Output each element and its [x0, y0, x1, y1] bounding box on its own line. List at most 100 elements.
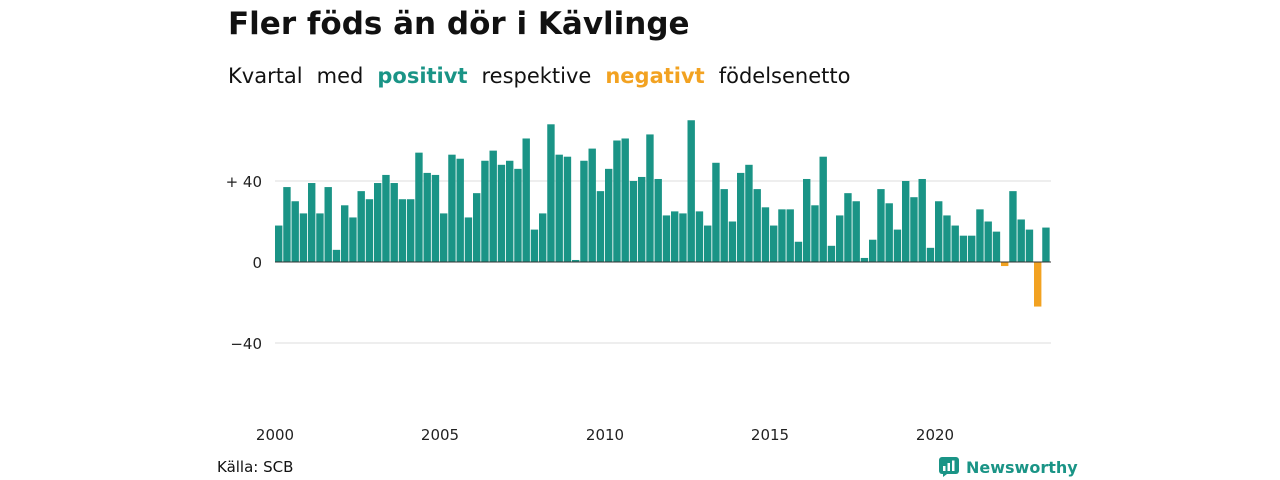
bar [308, 183, 316, 262]
bar [852, 201, 860, 262]
bar [398, 199, 407, 262]
subtitle-positive-label: positivt [377, 64, 468, 88]
bar [572, 259, 580, 262]
bar [1034, 262, 1042, 307]
bar [365, 199, 374, 262]
bar [440, 213, 448, 262]
newsworthy-logo-icon [939, 457, 959, 477]
bar [423, 172, 431, 262]
bar [390, 183, 398, 262]
bar [869, 239, 877, 262]
y-tick-label: 0 [252, 254, 262, 272]
x-tick-label: 2020 [916, 426, 954, 444]
bar [332, 249, 341, 262]
bar [539, 213, 547, 262]
bar [770, 225, 778, 262]
bar [893, 229, 902, 262]
bar [902, 181, 910, 262]
bar [349, 217, 357, 262]
bar [836, 215, 844, 262]
bar [431, 174, 440, 263]
bar [1009, 191, 1017, 263]
bar [506, 160, 514, 262]
bar [687, 120, 695, 262]
x-tick-label: 2010 [586, 426, 624, 444]
bar [704, 225, 712, 262]
subtitle-text-2: med [316, 64, 364, 88]
bar [341, 205, 349, 262]
bar [778, 209, 786, 262]
bar [951, 225, 959, 262]
bar [712, 162, 720, 262]
bar [324, 187, 332, 262]
bar [374, 183, 382, 262]
bar [464, 217, 473, 262]
bar [522, 138, 530, 262]
subtitle-text-1: Kvartal [228, 64, 303, 88]
subtitle-text-4: födelsenetto [718, 64, 851, 88]
bar [382, 174, 390, 263]
bar [646, 134, 654, 262]
chart-title: Fler föds än dör i Kävlinge [228, 6, 690, 42]
bar [588, 148, 596, 262]
bar [844, 193, 852, 262]
chart-subtitle: Kvartal med positivt respektive negativt föde… [228, 64, 864, 88]
axes: + 40 0 −40 2000 2005 2010 2015 2020 [226, 173, 1051, 444]
bar [811, 205, 819, 262]
bar [827, 245, 836, 262]
bar [662, 215, 671, 262]
bar [357, 191, 365, 263]
bar [596, 191, 605, 263]
bar [497, 164, 506, 262]
bar [679, 213, 687, 262]
bar [555, 154, 563, 262]
bar [547, 124, 555, 262]
bar [968, 235, 976, 262]
bar [803, 178, 811, 262]
x-tick-label: 2015 [751, 426, 789, 444]
bar [580, 160, 588, 262]
bar [291, 201, 299, 262]
bar [976, 209, 984, 262]
bar [1042, 227, 1050, 262]
bar [1025, 229, 1034, 262]
bar [530, 229, 539, 262]
brand-logo: Newsworthy [938, 456, 1078, 478]
bar [1001, 262, 1009, 267]
bar [638, 176, 646, 262]
bar [481, 160, 489, 262]
source-note: Källa: SCB [217, 458, 294, 476]
bar [299, 213, 308, 262]
bar [563, 156, 572, 262]
bar [720, 189, 728, 262]
x-tick-label: 2000 [256, 426, 294, 444]
bar [489, 150, 497, 263]
bar [984, 221, 992, 262]
bar [407, 199, 415, 262]
bar [621, 138, 629, 262]
bar [1017, 219, 1025, 262]
bar [629, 181, 638, 262]
bar [671, 211, 679, 263]
bar [473, 193, 481, 262]
bar [448, 154, 456, 262]
bar [910, 197, 918, 262]
bar [745, 164, 753, 262]
bar [275, 225, 283, 262]
bar [737, 172, 745, 262]
y-tick-label: −40 [230, 335, 262, 353]
bar [283, 187, 291, 262]
bar [695, 211, 704, 263]
bar [613, 140, 621, 262]
bar [456, 158, 464, 262]
bar [786, 209, 794, 262]
bar [415, 152, 423, 262]
subtitle-negative-label: negativt [605, 64, 705, 88]
bar [819, 156, 827, 262]
bar [514, 168, 522, 262]
bar [654, 178, 662, 262]
bar [877, 189, 885, 262]
bars [275, 120, 1050, 307]
bar [316, 213, 324, 262]
